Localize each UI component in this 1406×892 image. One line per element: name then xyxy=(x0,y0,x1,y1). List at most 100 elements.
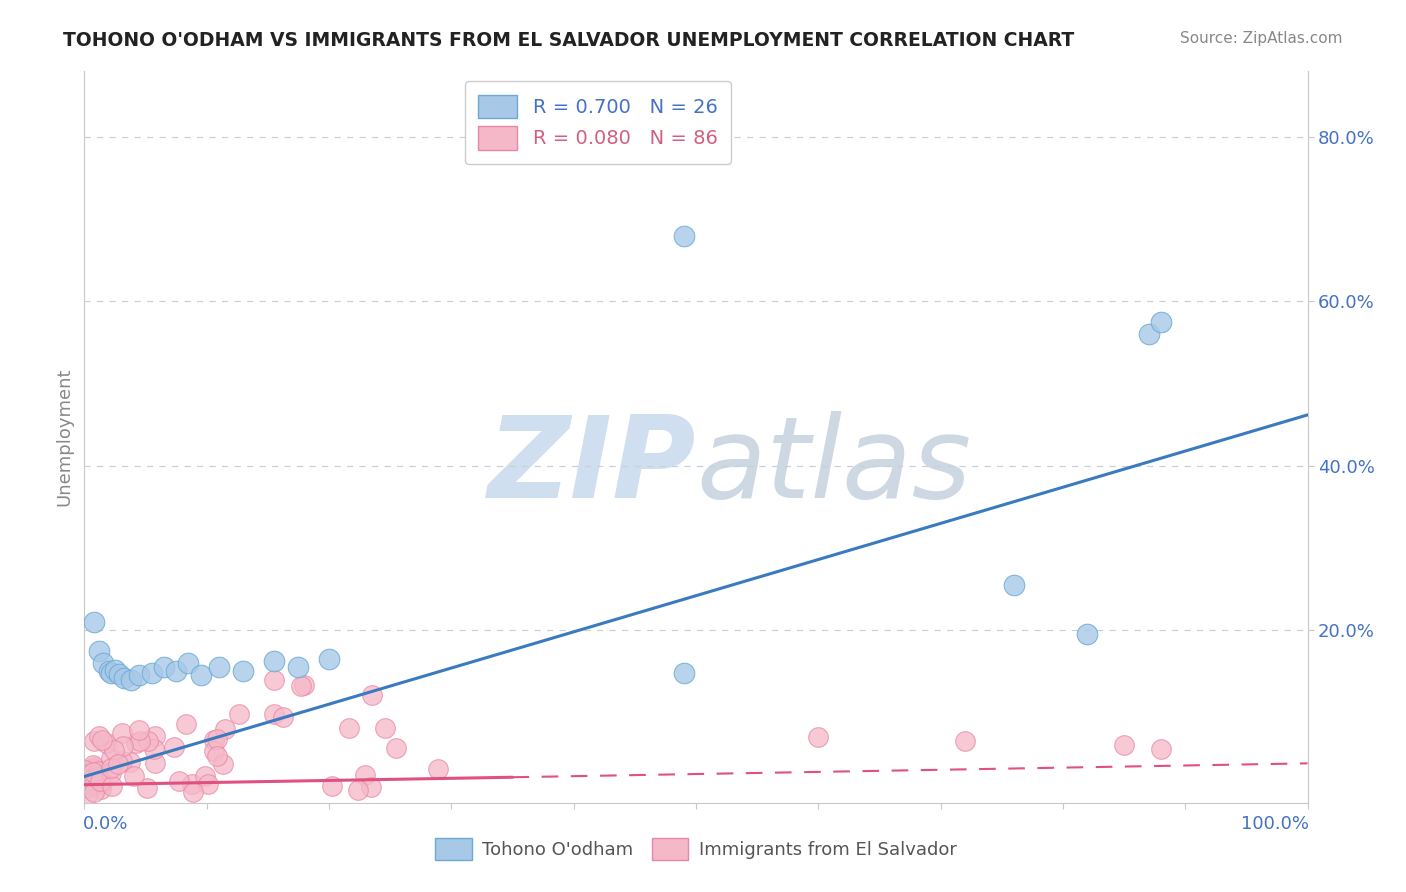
Point xyxy=(273,709,295,723)
Point xyxy=(125,736,148,750)
Point xyxy=(100,762,122,776)
Point xyxy=(153,660,176,674)
Point xyxy=(73,763,96,777)
Point xyxy=(112,739,135,754)
Point xyxy=(672,228,695,243)
Point xyxy=(91,775,114,789)
Point xyxy=(83,615,105,629)
Point xyxy=(101,779,124,793)
Point xyxy=(129,734,152,748)
Point xyxy=(347,782,370,797)
Point xyxy=(100,665,122,680)
Point xyxy=(75,775,97,789)
Point xyxy=(87,776,110,790)
Point xyxy=(122,769,145,783)
Point xyxy=(294,678,316,692)
Text: ZIP: ZIP xyxy=(488,411,696,522)
Point xyxy=(83,771,105,785)
Point xyxy=(143,756,166,770)
Point xyxy=(86,770,108,784)
Text: 0.0%: 0.0% xyxy=(83,815,128,833)
Point xyxy=(77,774,100,789)
Point xyxy=(136,734,159,748)
Point xyxy=(96,735,118,749)
Point xyxy=(361,688,384,702)
Point xyxy=(120,755,142,769)
Point xyxy=(82,775,104,789)
Point xyxy=(87,764,110,779)
Point xyxy=(427,762,450,776)
Point xyxy=(202,744,225,758)
Point xyxy=(197,777,219,791)
Point xyxy=(1150,742,1173,756)
Point xyxy=(1076,627,1098,641)
Point xyxy=(374,721,396,735)
Point xyxy=(100,751,122,765)
Point xyxy=(120,673,142,687)
Point xyxy=(205,749,228,764)
Point xyxy=(104,663,127,677)
Point xyxy=(143,742,166,756)
Point xyxy=(128,668,150,682)
Point xyxy=(111,754,134,768)
Point xyxy=(97,665,120,679)
Point xyxy=(107,757,129,772)
Point xyxy=(1150,315,1173,329)
Point xyxy=(76,788,98,802)
Point xyxy=(290,679,312,693)
Point xyxy=(90,764,112,778)
Point xyxy=(75,780,97,795)
Point xyxy=(86,772,108,787)
Point xyxy=(79,772,101,787)
Point xyxy=(90,773,112,788)
Point xyxy=(214,722,236,736)
Text: atlas: atlas xyxy=(696,411,972,522)
Point xyxy=(79,769,101,783)
Point xyxy=(83,784,105,798)
Point xyxy=(90,781,112,796)
Point xyxy=(174,717,197,731)
Point xyxy=(202,733,225,747)
Point xyxy=(181,777,204,791)
Point xyxy=(165,665,187,679)
Text: TOHONO O'ODHAM VS IMMIGRANTS FROM EL SALVADOR UNEMPLOYMENT CORRELATION CHART: TOHONO O'ODHAM VS IMMIGRANTS FROM EL SAL… xyxy=(63,31,1074,50)
Point xyxy=(80,766,103,780)
Point xyxy=(181,785,204,799)
Point xyxy=(84,773,107,788)
Point xyxy=(77,766,100,780)
Point xyxy=(100,766,122,780)
Point xyxy=(193,769,215,783)
Point xyxy=(1002,578,1025,592)
Point xyxy=(287,660,309,674)
Point xyxy=(83,779,105,793)
Point xyxy=(167,773,190,788)
Point xyxy=(107,666,129,681)
Point xyxy=(141,665,163,680)
Point xyxy=(145,729,167,743)
Point xyxy=(90,733,112,747)
Point xyxy=(228,707,250,722)
Point xyxy=(318,652,340,666)
Point xyxy=(75,777,97,791)
Point xyxy=(1114,739,1136,753)
Point xyxy=(82,757,104,772)
Point xyxy=(263,673,285,688)
Point xyxy=(321,779,343,793)
Point xyxy=(103,743,125,757)
Point xyxy=(112,671,135,685)
Point xyxy=(190,668,212,682)
Point xyxy=(163,740,186,755)
Point xyxy=(136,780,159,795)
Point xyxy=(672,665,695,680)
Text: 100.0%: 100.0% xyxy=(1241,815,1309,833)
Point xyxy=(208,660,231,674)
Point xyxy=(385,741,408,756)
Point xyxy=(807,730,830,744)
Point xyxy=(87,772,110,786)
Point xyxy=(263,655,285,669)
Point xyxy=(86,772,108,786)
Point xyxy=(263,707,285,722)
Point xyxy=(337,722,360,736)
Point xyxy=(83,734,105,748)
Point xyxy=(128,723,150,738)
